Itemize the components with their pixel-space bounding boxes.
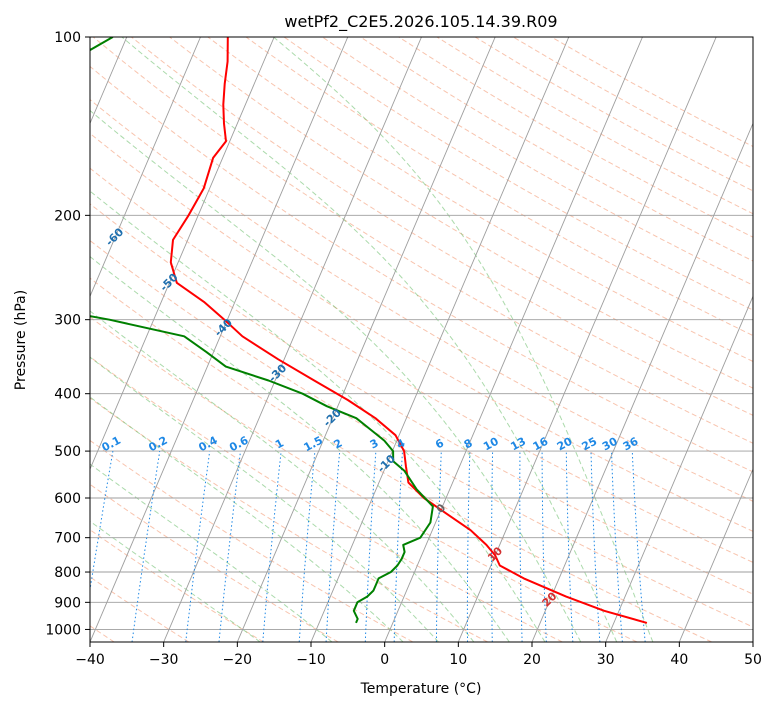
isotherm-line <box>90 37 275 471</box>
y-tick-label: 100 <box>54 30 81 46</box>
y-tick-label: 300 <box>54 313 81 329</box>
moist-adiabat-line <box>90 356 439 642</box>
isotherm-line <box>531 122 753 642</box>
x-tick-label: 0 <box>380 652 389 668</box>
isotherm-line <box>163 37 422 642</box>
isotherm-line <box>384 37 643 642</box>
dry-adiabat-line <box>90 277 712 642</box>
x-tick-label: −30 <box>149 652 179 668</box>
plot-frame <box>89 36 754 643</box>
x-tick-label: 40 <box>670 652 688 668</box>
isotherm-line <box>310 37 570 642</box>
mixing-ratio-label: 36 <box>621 435 641 454</box>
mixing-ratio-line <box>185 451 211 642</box>
isotherm-line <box>90 37 201 298</box>
moist-adiabat-line <box>90 310 475 642</box>
mixing-ratio-label: 30 <box>600 435 620 454</box>
dry-adiabat-line <box>90 203 753 595</box>
y-tick-label: 800 <box>54 565 81 581</box>
moist-adiabat-line <box>90 190 546 642</box>
plot-background <box>90 37 753 642</box>
isotherm-line <box>678 467 753 642</box>
y-axis-label: Pressure (hPa) <box>13 290 29 390</box>
moist-adiabat-line <box>90 109 582 642</box>
dry-adiabat-line <box>90 316 638 642</box>
dry-adiabat-line <box>131 37 753 416</box>
moist-adiabat-line <box>121 37 618 642</box>
mixing-ratio-label: 16 <box>531 435 551 454</box>
x-tick-label: −40 <box>75 652 105 668</box>
mixing-ratio-label: 20 <box>555 435 575 454</box>
x-tick-label: −10 <box>296 652 326 668</box>
x-tick-label: 10 <box>449 652 467 668</box>
moist-adiabat-line <box>90 396 404 642</box>
isotherm-line <box>236 37 496 642</box>
x-tick-label: 20 <box>523 652 541 668</box>
x-tick-label: −20 <box>223 652 253 668</box>
y-tick-label: 400 <box>54 387 81 403</box>
isotherm-line <box>605 295 753 642</box>
x-tick-label: 30 <box>597 652 615 668</box>
dry-adiabat-line <box>90 483 339 642</box>
x-tick-label: 50 <box>744 652 762 668</box>
dry-adiabat-line <box>207 37 753 363</box>
y-tick-label: 1000 <box>45 622 81 638</box>
x-axis-label: Temperature (°C) <box>360 681 482 697</box>
moist-adiabat-line <box>90 520 261 642</box>
mixing-ratio-line <box>131 451 161 642</box>
dry-adiabat-line <box>90 529 264 642</box>
temperature-profile-line <box>169 37 648 624</box>
mixing-ratio-label: 25 <box>580 435 600 454</box>
mixing-ratio-label: 13 <box>508 435 528 454</box>
dry-adiabat-line <box>90 439 414 642</box>
dry-adiabat-line <box>169 37 753 389</box>
moist-adiabat-line <box>90 463 333 642</box>
chart-title: wetPf2_C2E5.2026.105.14.39.R09 <box>284 12 557 32</box>
dry-adiabat-line <box>90 167 753 563</box>
moist-adiabat-line <box>273 37 654 642</box>
mixing-ratio-line <box>631 451 646 642</box>
mixing-ratio-label: 10 <box>481 435 501 454</box>
mixing-ratio-line <box>90 451 114 593</box>
dewpoint-profile-line <box>90 37 434 624</box>
dry-adiabat-line <box>245 37 753 337</box>
mixing-ratio-line <box>218 451 241 642</box>
y-tick-label: 600 <box>54 491 81 507</box>
dry-adiabat-line <box>90 132 753 532</box>
y-tick-label: 200 <box>54 208 81 224</box>
dry-adiabat-line <box>90 98 753 502</box>
y-tick-label: 900 <box>54 595 81 611</box>
y-tick-label: 700 <box>54 531 81 547</box>
y-tick-label: 500 <box>54 444 81 460</box>
mixing-ratio-line <box>298 451 316 642</box>
isotherm-line <box>90 37 349 642</box>
dry-adiabat-line <box>90 239 753 628</box>
dry-adiabat-line <box>90 397 488 642</box>
dry-adiabat-line <box>90 356 563 642</box>
isotherm-line <box>457 37 717 642</box>
mixing-ratio-line <box>262 451 282 642</box>
moist-adiabat-line <box>90 256 510 642</box>
